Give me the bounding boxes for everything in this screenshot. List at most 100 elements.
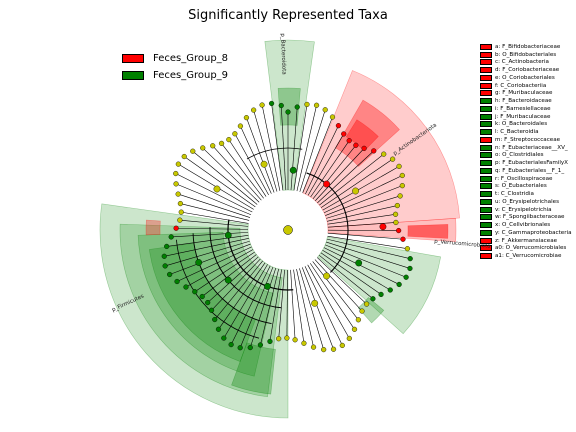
branch: [192, 150, 258, 205]
taxon-node: [355, 317, 361, 323]
taxa-legend-swatch: [480, 105, 492, 112]
taxon-node: [399, 183, 405, 189]
branch: [176, 227, 249, 230]
taxa-legend-swatch: [480, 144, 492, 151]
taxon-node: [364, 301, 370, 307]
taxon-node: [351, 326, 358, 332]
taxa-legend-swatch: [480, 67, 492, 74]
clade-highlight: [407, 224, 449, 239]
taxon-node: [221, 335, 227, 341]
taxon-node: [264, 282, 271, 290]
branch: [253, 110, 278, 192]
branch: [280, 105, 287, 191]
taxa-legend-label: a0: O_Verrucomicrobiales: [495, 245, 567, 252]
branch: [325, 185, 403, 216]
taxa-legend-swatch: [480, 160, 492, 167]
taxa-legend-label: z: F_Akkermansiaceae: [495, 237, 558, 244]
branch: [290, 269, 296, 340]
taxon-node: [259, 102, 265, 108]
taxa-legend-swatch: [480, 74, 492, 81]
taxon-node: [407, 265, 413, 272]
branch: [327, 232, 404, 240]
taxon-node: [387, 287, 393, 293]
taxon-node: [407, 256, 413, 262]
branch: [286, 269, 288, 339]
taxon-node: [173, 181, 179, 187]
branch: [310, 140, 350, 198]
chart-title: Significantly Represented Taxa: [188, 8, 388, 23]
taxa-legend-entry: g: F_Muribaculaceae: [480, 90, 576, 98]
branch: [322, 249, 391, 291]
taxa-legend-label: q: F_Eubacteriales__F_1_: [495, 167, 565, 174]
legend-entry-group-8: Feces_Group_8: [122, 50, 228, 67]
taxon-node: [381, 151, 387, 157]
branch: [310, 263, 355, 330]
legend-label-group-8: Feces_Group_8: [153, 53, 229, 64]
taxon-node: [379, 223, 387, 231]
taxa-legend-swatch: [480, 98, 492, 105]
branch: [271, 103, 284, 191]
taxon-node: [346, 138, 352, 144]
branch: [212, 145, 262, 201]
taxa-legend-swatch: [480, 90, 492, 97]
taxa-legend-swatch: [480, 82, 492, 89]
taxa-legend-swatch: [480, 51, 492, 58]
branch: [184, 156, 256, 208]
taxon-node: [224, 231, 232, 239]
taxon-node: [359, 308, 365, 314]
taxon-node: [353, 142, 359, 148]
taxa-legend-entry: p: F_EubacterialesFamilyX: [480, 159, 576, 167]
branch: [304, 266, 343, 346]
branch: [194, 251, 255, 292]
taxon-node: [224, 276, 232, 284]
taxon-node: [294, 104, 300, 110]
taxon-node: [396, 227, 402, 234]
taxon-node: [173, 225, 179, 231]
taxon-node: [174, 278, 180, 285]
taxon-node: [208, 307, 215, 313]
branch: [323, 175, 403, 214]
taxa-legend-swatch: [480, 206, 492, 213]
taxa-legend-swatch: [480, 121, 492, 128]
taxa-legend-label: l: C_Bacteroidia: [495, 129, 539, 136]
taxa-legend-entry: z: F_Akkermansiaceae: [480, 237, 576, 245]
taxon-node: [396, 163, 402, 169]
taxon-node: [278, 102, 284, 109]
branch: [320, 158, 393, 208]
branch: [185, 249, 254, 288]
taxa-legend-swatch: [480, 136, 492, 143]
taxa-legend-swatch: [480, 113, 492, 120]
taxon-node: [339, 342, 345, 349]
taxa-legend-label: w: F_Spongiibacteraceae: [495, 214, 565, 221]
legend-swatch-group-8: [122, 54, 144, 63]
taxa-legend-label: u: O_Erysipelotrichales: [495, 198, 559, 205]
branch: [325, 244, 407, 278]
branch: [176, 239, 260, 339]
taxon-node: [403, 274, 409, 280]
taxa-legend-swatch: [480, 129, 492, 136]
taxon-node: [237, 123, 244, 129]
taxa-legend-label: m: F_Streptococcaceae: [495, 136, 561, 143]
taxa-legend-entry: f: C_Coriobacteriia: [480, 82, 576, 90]
branch: [246, 117, 275, 193]
taxon-node: [370, 296, 376, 302]
taxa-legend-entry: a1: C_Verrucomicrobiae: [480, 252, 576, 260]
taxa-legend-entry: l: C_Bacteroidia: [480, 128, 576, 136]
branch: [202, 254, 257, 297]
taxa-legend-label: h: F_Bacteroidaceae: [495, 98, 552, 105]
branch: [327, 222, 396, 228]
taxa-legend-label: p: F_EubacterialesFamilyX: [495, 160, 569, 167]
branch: [318, 254, 374, 299]
branch: [207, 256, 259, 303]
taxa-legend-entry: i: F_Barnesiellaceae: [480, 105, 576, 113]
branch: [326, 195, 401, 219]
branch: [239, 266, 274, 348]
taxa-legend-label: g: F_Muribaculaceae: [495, 90, 553, 97]
taxon-node: [232, 131, 238, 137]
taxon-node: [404, 246, 411, 252]
branch: [307, 133, 344, 196]
taxa-legend-entry: n: F_Eubacteriaceae__XV_: [480, 144, 576, 152]
taxa-legend-entry: m: F_Streptococcaceae: [480, 136, 576, 144]
taxa-legend-swatch: [480, 183, 492, 190]
clade-highlight: [335, 99, 400, 167]
